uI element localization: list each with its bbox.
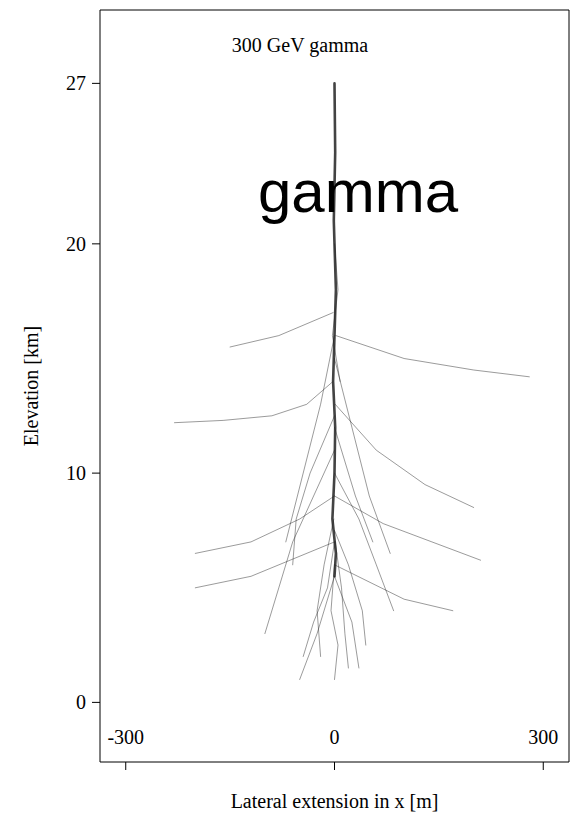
y-tick-label: 27 — [66, 72, 86, 94]
shower-track — [230, 313, 333, 347]
y-tick-label: 20 — [66, 233, 86, 255]
plot-frame — [100, 10, 569, 762]
x-tick — [125, 762, 126, 770]
x-axis-title: Lateral extension in x [m] — [231, 790, 439, 812]
shower-track — [195, 542, 334, 588]
shower-track — [335, 576, 359, 668]
y-tick — [92, 243, 100, 244]
x-tick — [543, 762, 544, 770]
y-tick — [92, 83, 100, 84]
shower-track — [293, 416, 335, 565]
shower-track — [303, 542, 334, 657]
x-tick-label: -300 — [107, 726, 144, 748]
shower-track — [336, 336, 529, 377]
chart: 0 10 20 27 -300 0 300 Lateral extension in x [m… — [0, 0, 578, 817]
x-tick — [334, 762, 335, 770]
y-tick-label: 0 — [76, 691, 86, 713]
y-tick — [92, 473, 100, 474]
y-tick — [92, 702, 100, 703]
x-tick-label: 300 — [528, 726, 558, 748]
shower-track — [335, 565, 453, 611]
shower-track — [335, 359, 391, 554]
shower-track — [265, 450, 335, 633]
x-tick-label: 0 — [330, 726, 340, 748]
shower-track — [332, 244, 340, 382]
y-axis-title: Elevation [km] — [20, 326, 42, 447]
shower-track — [335, 404, 474, 507]
shower-track — [335, 496, 481, 560]
tracks — [175, 83, 530, 679]
shower-track — [300, 576, 335, 679]
shower-track — [286, 336, 335, 542]
shower-track — [335, 427, 373, 542]
shower-track — [175, 381, 334, 422]
y-tick-label: 10 — [66, 462, 86, 484]
title: 300 GeV gamma — [232, 34, 368, 57]
annotation: gamma — [258, 158, 459, 225]
shower-track — [195, 496, 334, 553]
